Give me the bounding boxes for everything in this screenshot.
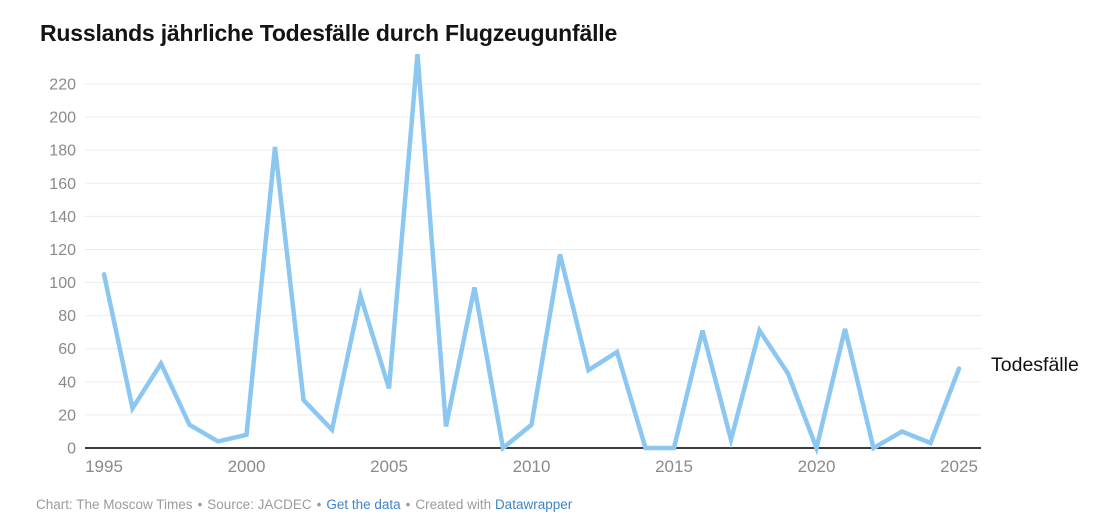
x-tick-label: 2000 [228,457,266,476]
datawrapper-link[interactable]: Datawrapper [494,497,573,512]
footer-source: Source: JACDEC [207,497,312,512]
get-the-data-link[interactable]: Get the data [326,497,401,512]
series-label: Todesfälle [991,354,1079,376]
y-tick-label: 0 [67,441,76,458]
x-tick-label: 1995 [85,457,123,476]
chart-footer: Chart: The Moscow Times • Source: JACDEC • G… [36,497,572,512]
x-tick-label: 2015 [655,457,693,476]
y-tick-label: 140 [49,209,76,226]
chart-title: Russlands jährliche Todesfälle durch Flu… [40,20,618,47]
x-tick-label: 2020 [798,457,836,476]
y-tick-label: 160 [49,176,76,193]
x-tick-label: 2010 [513,457,551,476]
y-tick-label: 40 [58,374,76,391]
footer-credit: Chart: The Moscow Times [36,497,193,512]
bullet-separator: • [316,497,322,512]
y-tick-label: 120 [49,242,76,259]
x-tick-label: 2025 [940,457,978,476]
y-tick-label: 20 [58,407,76,424]
footer-created-with: Created with [415,497,492,512]
y-tick-label: 60 [58,341,76,358]
y-tick-label: 180 [49,143,76,160]
data-line-todesfaelle [101,54,962,456]
y-tick-label: 200 [49,110,76,127]
bullet-separator: • [197,497,203,512]
x-tick-label: 2005 [370,457,408,476]
bullet-separator: • [405,497,411,512]
y-tick-label: 100 [49,275,76,292]
y-tick-label: 220 [49,77,76,94]
y-tick-label: 80 [58,308,76,325]
